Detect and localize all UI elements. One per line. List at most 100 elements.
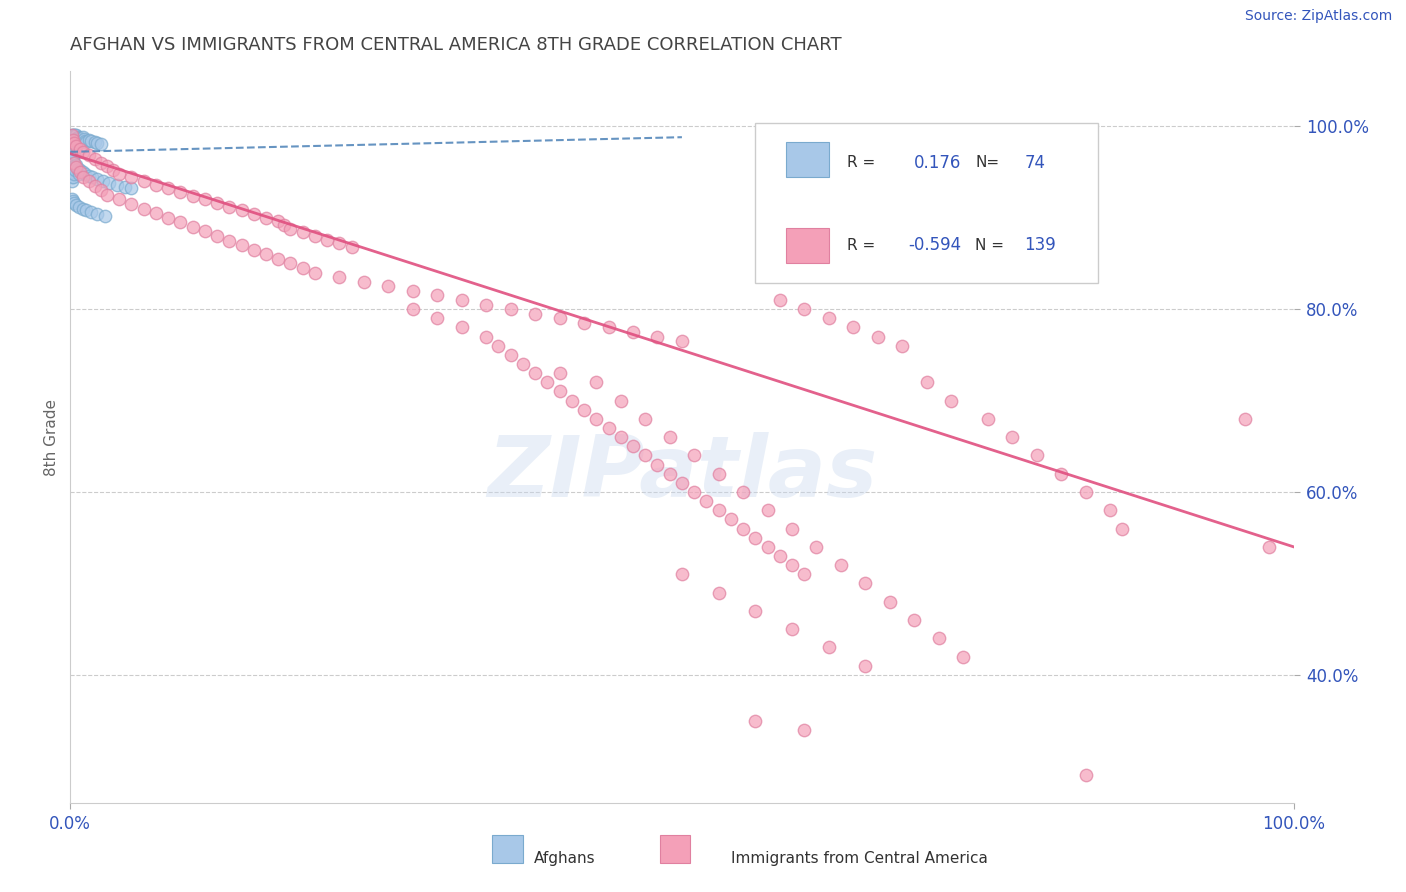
Point: [1233, 411, 1256, 425]
Point: [243, 207, 266, 221]
Point: [402, 284, 425, 298]
Point: [96, 160, 118, 174]
Point: [62, 137, 84, 152]
Text: 139: 139: [1025, 236, 1056, 254]
Point: [86, 136, 108, 150]
Point: [60, 128, 83, 143]
Point: [1074, 768, 1097, 782]
Y-axis label: 8th Grade: 8th Grade: [44, 399, 59, 475]
Point: [707, 585, 730, 599]
Point: [62, 165, 84, 179]
Point: [63, 161, 86, 175]
Point: [60, 169, 83, 184]
Point: [65, 198, 87, 212]
Point: [658, 430, 681, 444]
Point: [62, 151, 84, 165]
Point: [77, 148, 100, 162]
Point: [254, 211, 277, 225]
Point: [83, 178, 105, 193]
Point: [744, 604, 766, 618]
Point: [756, 503, 779, 517]
Point: [60, 137, 83, 152]
Point: [939, 393, 962, 408]
Point: [903, 613, 925, 627]
Point: [60, 146, 83, 161]
Point: [548, 311, 571, 326]
Point: [769, 293, 792, 307]
Text: Immigrants from Central America: Immigrants from Central America: [731, 851, 988, 865]
Point: [733, 485, 755, 500]
Point: [80, 205, 103, 219]
Point: [218, 234, 240, 248]
Point: [63, 142, 86, 156]
Point: [60, 174, 83, 188]
Point: [83, 152, 105, 166]
Point: [866, 329, 889, 343]
Point: [63, 196, 86, 211]
Point: [572, 402, 595, 417]
Point: [426, 288, 449, 302]
Point: [793, 723, 815, 737]
Point: [72, 169, 94, 184]
Point: [561, 393, 583, 408]
Point: [67, 131, 90, 145]
Point: [91, 174, 114, 188]
Point: [817, 311, 839, 326]
Point: [243, 243, 266, 257]
Point: [60, 133, 83, 147]
Point: [610, 430, 633, 444]
Point: [879, 594, 901, 608]
Point: [82, 170, 104, 185]
Point: [69, 163, 91, 178]
Point: [132, 202, 155, 216]
Text: N=: N=: [976, 155, 1000, 170]
Point: [273, 218, 295, 232]
Point: [855, 658, 877, 673]
Point: [63, 136, 86, 150]
Text: ZIPatlas: ZIPatlas: [486, 432, 877, 516]
Point: [733, 521, 755, 535]
Point: [62, 133, 84, 147]
Point: [793, 567, 815, 582]
Point: [108, 167, 131, 181]
Point: [63, 167, 86, 181]
Point: [169, 215, 191, 229]
Point: [65, 161, 87, 175]
Point: [756, 540, 779, 554]
Point: [621, 325, 644, 339]
Point: [121, 170, 143, 185]
Point: [121, 181, 143, 195]
Point: [105, 178, 128, 192]
Point: [610, 393, 633, 408]
Point: [499, 348, 522, 362]
Point: [65, 133, 87, 147]
Point: [67, 200, 90, 214]
Point: [73, 134, 96, 148]
Point: [450, 293, 472, 307]
Point: [67, 167, 90, 181]
Point: [402, 301, 425, 317]
Text: R =: R =: [846, 155, 876, 170]
Point: [66, 162, 89, 177]
Point: [488, 339, 510, 353]
Point: [77, 174, 100, 188]
FancyBboxPatch shape: [786, 227, 828, 263]
Point: [695, 494, 717, 508]
Point: [231, 238, 253, 252]
Point: [62, 155, 84, 169]
Point: [316, 233, 339, 247]
Point: [69, 165, 91, 179]
Point: [769, 549, 792, 563]
Point: [671, 334, 693, 348]
Point: [63, 137, 86, 152]
Point: [157, 211, 180, 225]
Point: [524, 366, 547, 380]
Point: [63, 128, 86, 143]
Point: [60, 151, 83, 165]
Point: [62, 161, 84, 175]
Point: [101, 163, 124, 178]
Point: [683, 449, 706, 463]
Point: [915, 376, 938, 390]
Point: [93, 209, 115, 223]
Point: [598, 320, 620, 334]
